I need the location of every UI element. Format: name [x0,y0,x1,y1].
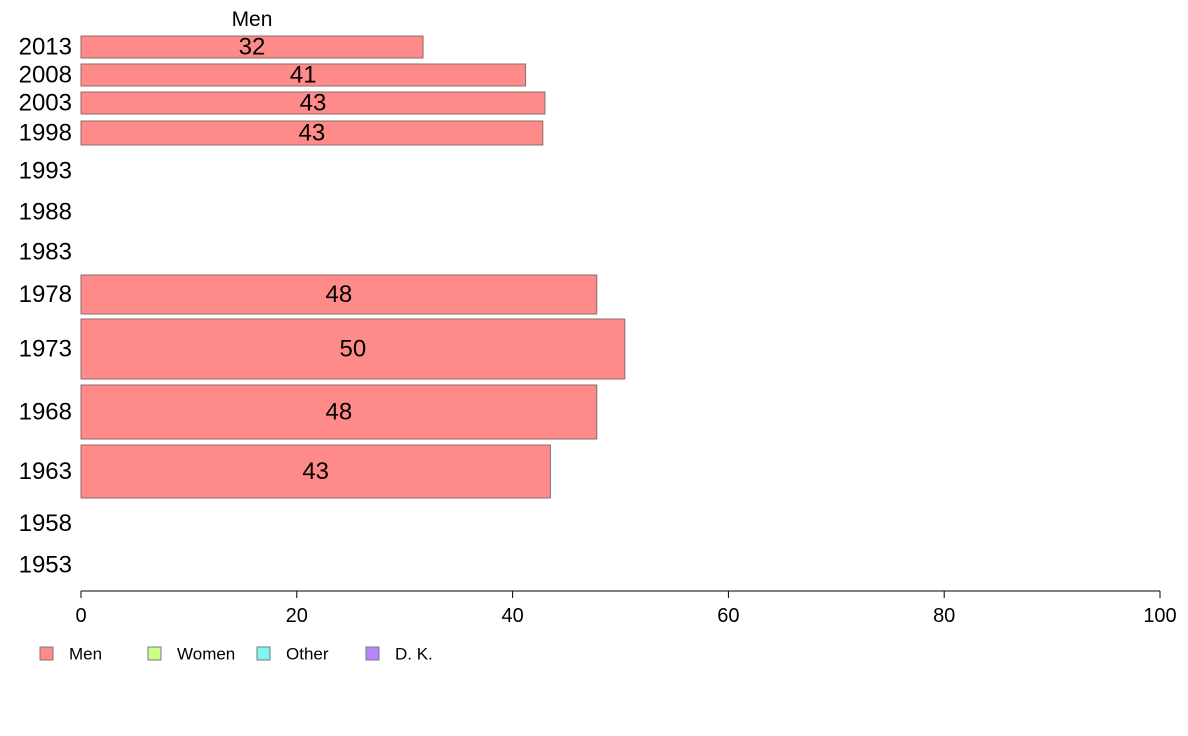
legend: Men Women Other D. K. [39,645,433,664]
year-label-1973: 1973 [19,336,72,363]
bar-value-label-1968: 48 [326,399,353,426]
year-label-2003: 2003 [19,90,72,117]
bar-value-label-1963: 43 [302,458,329,485]
bar-men-1998 [80,120,544,146]
x-tick-label-60: 60 [717,605,739,627]
x-tick-label-0: 0 [75,605,86,627]
bar-men-1973 [80,318,626,380]
bar-value-label-1998: 43 [299,120,326,147]
year-label-1998: 1998 [19,120,72,147]
bar-men-1968 [80,384,598,440]
legend-label-other: Other [286,645,329,664]
legend-label-d-k-: D. K. [395,645,433,664]
year-label-1988: 1988 [19,199,72,226]
legend-label-women: Women [177,645,235,664]
category-header: Men [232,8,273,31]
legend-swatch-men [39,646,54,661]
x-tick-label-100: 100 [1143,605,1176,627]
year-label-2013: 2013 [19,34,72,61]
year-label-1993: 1993 [19,158,72,185]
x-tick-label-40: 40 [501,605,523,627]
legend-swatch-d-k- [365,646,380,661]
bar-men-2003 [80,91,546,115]
bar-value-label-2013: 32 [239,34,266,61]
legend-label-men: Men [69,645,102,664]
x-tick-label-20: 20 [286,605,308,627]
bar-value-label-1978: 48 [326,281,353,308]
legend-swatch-women [147,646,162,661]
year-label-1978: 1978 [19,281,72,308]
bar-value-label-1973: 50 [340,336,367,363]
year-label-2008: 2008 [19,62,72,89]
x-axis: 0 20 40 60 80 100 [75,590,1177,627]
bar-men-2008 [80,63,527,87]
bars-layer [80,35,626,499]
x-tick-label-80: 80 [933,605,955,627]
year-label-1953: 1953 [19,552,72,579]
bar-value-label-2008: 41 [290,62,317,89]
year-label-1983: 1983 [19,239,72,266]
bar-men-2013 [80,35,424,59]
year-label-1963: 1963 [19,458,72,485]
bar-value-label-2003: 43 [300,90,327,117]
legend-swatch-other [256,646,271,661]
year-label-1958: 1958 [19,510,72,537]
bar-men-1963 [80,444,551,499]
year-label-1968: 1968 [19,399,72,426]
bar-men-1978 [80,274,598,315]
